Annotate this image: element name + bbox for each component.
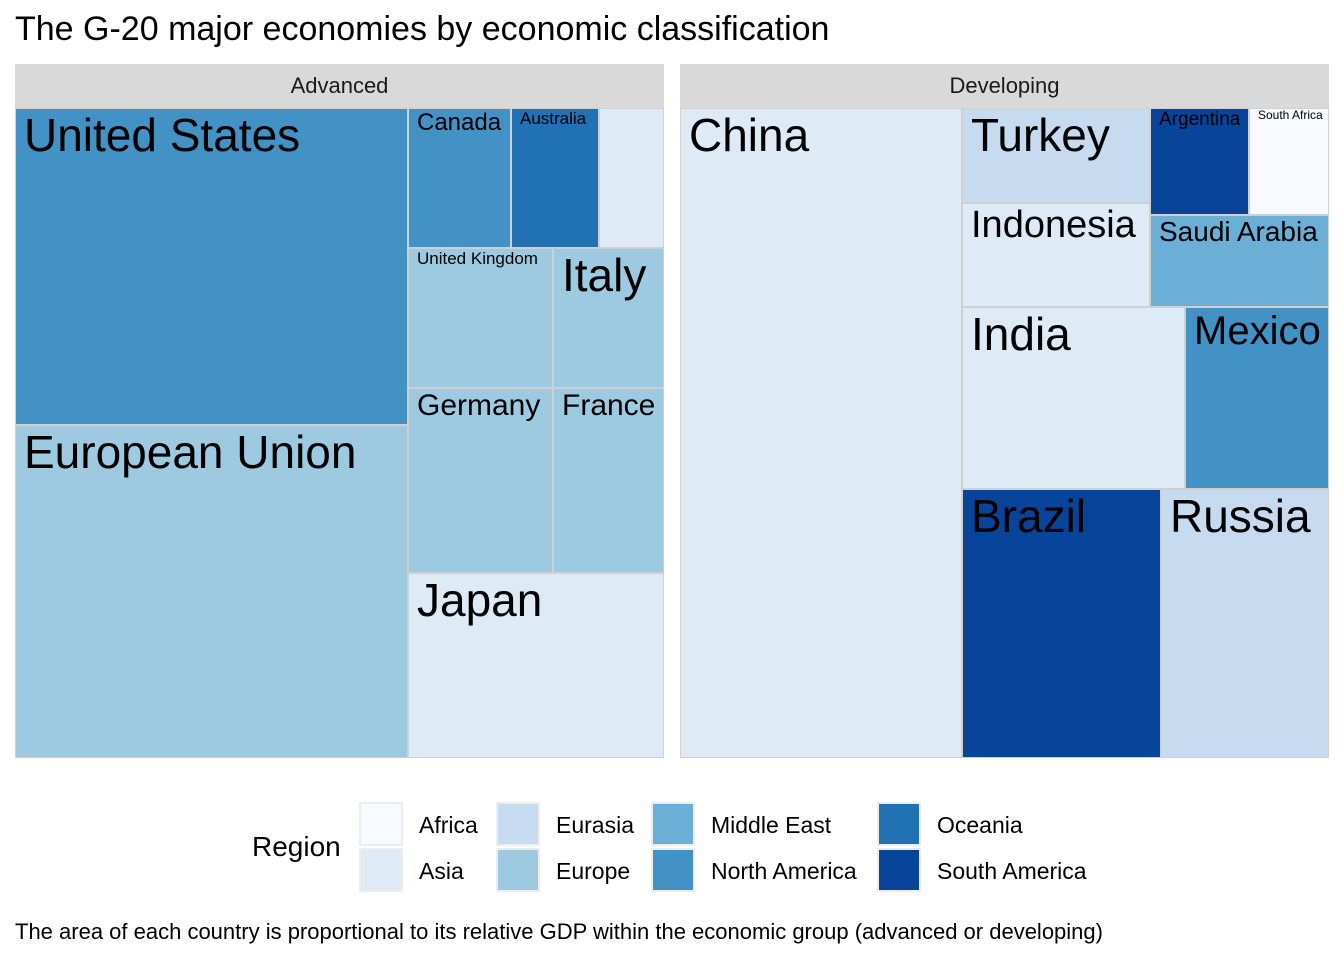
legend-label-eurasia: Eurasia [556, 812, 634, 838]
treemap-tile-label: Italy [562, 249, 647, 301]
treemap-tile-label: Mexico [1194, 309, 1321, 353]
treemap-tile-label: European Union [24, 426, 357, 478]
treemap-tile-label: Russia [1170, 490, 1311, 542]
panel-strip-developing: Developing [680, 64, 1329, 108]
treemap-tile-label: United States [24, 109, 301, 161]
treemap-tile-label: India [971, 308, 1071, 360]
treemap-tile-france: France [553, 388, 664, 573]
legend-label-asia: Asia [419, 858, 464, 884]
legend-key-south-america [877, 848, 921, 892]
legend-label-south-america: South America [937, 858, 1087, 884]
treemap-tile-label: United Kingdom [417, 249, 538, 268]
legend: Region Africa Asia Eurasia Europe Middle Eas… [252, 800, 1152, 896]
legend-key-asia [359, 848, 403, 892]
panel-label-developing: Developing [949, 73, 1060, 98]
treemap-tile-label: Canada [417, 109, 502, 136]
treemap-tile-united-states: United States [15, 108, 408, 425]
legend-title: Region [252, 831, 341, 862]
panel-strip-advanced: Advanced [15, 64, 664, 108]
legend-key-middle-east [651, 802, 695, 846]
treemap-tile-china: China [680, 108, 962, 758]
treemap-tile-united-kingdom: United Kingdom [408, 248, 553, 388]
treemap-tile-label: France [562, 389, 656, 422]
legend-label-middle-east: Middle East [711, 812, 832, 838]
treemap-tile-indonesia: Indonesia [962, 203, 1150, 307]
legend-key-europe [496, 848, 540, 892]
treemap-tile-japan: Japan [408, 573, 664, 758]
treemap-tile-south-africa: South Africa [1249, 108, 1329, 215]
treemap-tile-turkey: Turkey [962, 108, 1150, 203]
legend-label-oceania: Oceania [937, 812, 1023, 838]
treemap-panel-advanced: United States European Union Japan Germany F… [15, 108, 664, 758]
treemap-tile-european-union: European Union [15, 425, 408, 758]
treemap-tile-india: India [962, 307, 1185, 489]
legend-label-africa: Africa [419, 812, 478, 838]
treemap-tile-label: Brazil [971, 490, 1087, 542]
treemap-tile-label: Australia [520, 109, 587, 128]
chart-caption: The area of each country is proportional… [15, 919, 1103, 944]
treemap-tile-label: Turkey [971, 109, 1110, 161]
legend-key-eurasia [496, 802, 540, 846]
legend-key-north-america [651, 848, 695, 892]
legend-key-africa [359, 802, 403, 846]
treemap-tile-italy: Italy [553, 248, 664, 388]
treemap-tile-mexico: Mexico [1185, 307, 1329, 489]
legend-key-oceania [877, 802, 921, 846]
treemap-tile-unlabeled [599, 108, 664, 248]
treemap-tile-label: South Africa [1258, 108, 1323, 122]
treemap-tile-label: Japan [417, 574, 543, 626]
treemap-tile-russia: Russia [1161, 489, 1329, 758]
treemap-tile-label: Indonesia [971, 204, 1136, 246]
legend-label-north-america: North America [711, 858, 857, 884]
panel-label-advanced: Advanced [290, 73, 389, 98]
treemap-tile-label: China [689, 109, 810, 161]
treemap-panel-developing: China Brazil Russia India Mexico Turkey Indone… [680, 108, 1329, 758]
treemap-tile-saudi-arabia: Saudi Arabia [1150, 215, 1329, 307]
treemap-tile-argentina: Argentina [1150, 108, 1249, 215]
treemap-tile-germany: Germany [408, 388, 553, 573]
chart-title: The G-20 major economies by economic cla… [15, 10, 830, 48]
treemap-tile-brazil: Brazil [962, 489, 1161, 758]
treemap-tile-label: Argentina [1159, 109, 1241, 130]
treemap-tile-australia: Australia [511, 108, 599, 248]
treemap-tile-canada: Canada [408, 108, 511, 248]
treemap-tile-label: Saudi Arabia [1159, 216, 1318, 247]
legend-label-europe: Europe [556, 858, 631, 884]
treemap-tile-label: Germany [417, 389, 541, 422]
